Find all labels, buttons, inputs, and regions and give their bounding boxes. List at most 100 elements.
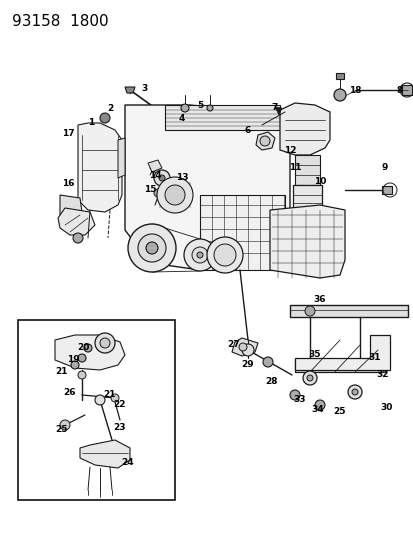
- Text: 21: 21: [104, 391, 116, 400]
- Text: 4: 4: [178, 114, 185, 123]
- Circle shape: [304, 306, 314, 316]
- Polygon shape: [274, 107, 281, 115]
- Polygon shape: [401, 85, 411, 95]
- Text: 13: 13: [176, 174, 188, 182]
- Text: 93158  1800: 93158 1800: [12, 14, 108, 29]
- Text: 33: 33: [293, 395, 306, 405]
- Text: 34: 34: [311, 406, 323, 415]
- Text: 28: 28: [265, 377, 278, 386]
- Bar: [289, 305, 407, 317]
- Text: 36: 36: [313, 295, 325, 304]
- Text: 32: 32: [376, 370, 388, 379]
- Polygon shape: [231, 338, 257, 356]
- Text: 31: 31: [368, 353, 380, 362]
- Circle shape: [128, 224, 176, 272]
- Circle shape: [73, 233, 83, 243]
- Circle shape: [306, 375, 312, 381]
- Polygon shape: [78, 123, 122, 212]
- Text: 21: 21: [56, 367, 68, 376]
- Text: 26: 26: [64, 389, 76, 398]
- Polygon shape: [279, 103, 329, 155]
- Circle shape: [71, 361, 79, 369]
- Circle shape: [84, 344, 92, 352]
- Text: 25: 25: [56, 425, 68, 434]
- Text: 29: 29: [241, 360, 254, 369]
- Text: 14: 14: [148, 171, 161, 180]
- Circle shape: [192, 247, 207, 263]
- Circle shape: [111, 394, 119, 402]
- Text: 25: 25: [333, 408, 345, 416]
- Polygon shape: [147, 160, 161, 172]
- Circle shape: [78, 354, 86, 362]
- Polygon shape: [294, 155, 319, 185]
- Bar: [199, 195, 284, 270]
- Text: 5: 5: [197, 101, 203, 109]
- Bar: [294, 360, 384, 372]
- Circle shape: [206, 237, 242, 273]
- Text: 7: 7: [271, 102, 278, 111]
- Circle shape: [100, 113, 110, 123]
- Text: 6: 6: [244, 125, 251, 134]
- Circle shape: [197, 252, 202, 258]
- Circle shape: [206, 105, 212, 111]
- Text: 35: 35: [308, 351, 320, 359]
- Text: 23: 23: [114, 424, 126, 432]
- Circle shape: [95, 333, 115, 353]
- Circle shape: [154, 189, 161, 197]
- Text: 17: 17: [62, 128, 74, 138]
- Text: 19: 19: [66, 356, 79, 365]
- Circle shape: [146, 242, 158, 254]
- Text: 12: 12: [283, 146, 296, 155]
- Circle shape: [242, 344, 254, 356]
- Text: 8: 8: [396, 85, 402, 94]
- Polygon shape: [381, 186, 391, 194]
- Polygon shape: [80, 440, 130, 468]
- Polygon shape: [294, 335, 389, 370]
- Circle shape: [183, 239, 216, 271]
- Circle shape: [159, 175, 165, 181]
- Circle shape: [289, 390, 299, 400]
- Polygon shape: [125, 87, 135, 93]
- Text: 20: 20: [77, 343, 89, 352]
- Circle shape: [157, 177, 192, 213]
- Polygon shape: [269, 205, 344, 278]
- Polygon shape: [165, 105, 279, 130]
- Polygon shape: [118, 138, 125, 178]
- Circle shape: [238, 343, 247, 351]
- Polygon shape: [55, 335, 125, 370]
- Text: 16: 16: [62, 179, 74, 188]
- Text: 30: 30: [380, 403, 392, 413]
- Text: 18: 18: [348, 85, 361, 94]
- Text: 10: 10: [313, 177, 325, 187]
- Bar: [18, 320, 175, 500]
- Text: 22: 22: [114, 400, 126, 409]
- Polygon shape: [292, 185, 321, 210]
- Circle shape: [95, 395, 105, 405]
- Polygon shape: [255, 132, 274, 150]
- Text: 27: 27: [227, 341, 240, 350]
- Text: 11: 11: [288, 164, 301, 173]
- Circle shape: [333, 89, 345, 101]
- Circle shape: [259, 136, 269, 146]
- Text: 2: 2: [107, 103, 113, 112]
- Circle shape: [165, 185, 185, 205]
- Circle shape: [302, 371, 316, 385]
- Circle shape: [262, 357, 272, 367]
- Circle shape: [138, 234, 166, 262]
- Circle shape: [154, 170, 170, 186]
- Text: 15: 15: [143, 185, 156, 195]
- Polygon shape: [125, 105, 289, 270]
- Text: 3: 3: [142, 84, 148, 93]
- Polygon shape: [60, 195, 82, 218]
- Circle shape: [60, 420, 70, 430]
- Circle shape: [314, 400, 324, 410]
- Circle shape: [78, 371, 86, 379]
- Circle shape: [180, 104, 189, 112]
- Text: 1: 1: [88, 117, 94, 126]
- Text: 24: 24: [121, 458, 134, 467]
- Polygon shape: [58, 208, 95, 235]
- Circle shape: [347, 385, 361, 399]
- Circle shape: [351, 389, 357, 395]
- Circle shape: [100, 338, 110, 348]
- Circle shape: [214, 244, 235, 266]
